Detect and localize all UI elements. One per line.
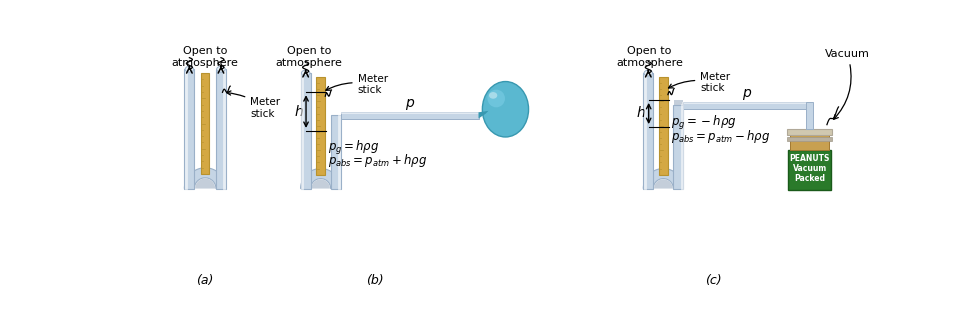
Text: p: p	[742, 86, 751, 100]
Bar	[805, 102, 813, 129]
Text: Open to
atmosphere: Open to atmosphere	[172, 46, 239, 68]
Ellipse shape	[216, 66, 225, 72]
Text: Vacuum: Vacuum	[825, 49, 870, 119]
Bar	[201, 73, 210, 174]
Text: (c): (c)	[705, 274, 722, 287]
Text: $p_g = -h\rho g$: $p_g = -h\rho g$	[671, 114, 737, 132]
Bar	[659, 77, 668, 175]
Text: h: h	[637, 107, 645, 121]
Ellipse shape	[644, 70, 652, 76]
Polygon shape	[184, 69, 194, 188]
Ellipse shape	[488, 90, 505, 107]
Bar	[787, 129, 833, 135]
Bar	[787, 137, 833, 141]
Polygon shape	[332, 131, 340, 188]
Polygon shape	[184, 168, 226, 188]
Polygon shape	[674, 100, 682, 188]
Polygon shape	[185, 150, 194, 188]
Polygon shape	[215, 69, 226, 188]
Bar	[789, 150, 831, 190]
Bar	[340, 112, 479, 119]
Text: h: h	[294, 105, 303, 119]
Polygon shape	[644, 168, 683, 188]
Text: Meter
stick: Meter stick	[226, 91, 281, 119]
Text: p: p	[406, 96, 414, 110]
Polygon shape	[644, 127, 652, 188]
Polygon shape	[674, 106, 683, 188]
Text: (b): (b)	[366, 274, 383, 287]
Text: (a): (a)	[197, 274, 214, 287]
Polygon shape	[479, 111, 488, 119]
Polygon shape	[300, 73, 311, 188]
Polygon shape	[311, 179, 330, 188]
Polygon shape	[301, 92, 310, 188]
Bar	[683, 102, 809, 109]
Text: PEANUTS
Vacuum
Packed: PEANUTS Vacuum Packed	[790, 154, 830, 183]
Bar	[317, 77, 325, 175]
Polygon shape	[654, 179, 673, 188]
Ellipse shape	[489, 92, 497, 99]
Text: $p_g = h\rho g$: $p_g = h\rho g$	[329, 139, 379, 157]
Polygon shape	[331, 116, 340, 188]
Text: $p_{abs} = p_{atm} + h\rho g$: $p_{abs} = p_{atm} + h\rho g$	[329, 153, 428, 169]
Ellipse shape	[483, 82, 528, 137]
Polygon shape	[644, 73, 653, 188]
Text: $p_{abs} = p_{atm} - h\rho g$: $p_{abs} = p_{atm} - h\rho g$	[671, 128, 770, 145]
Bar	[790, 133, 830, 150]
Ellipse shape	[185, 66, 194, 72]
Polygon shape	[216, 150, 225, 188]
Polygon shape	[300, 168, 340, 188]
Text: Open to
atmosphere: Open to atmosphere	[276, 46, 342, 68]
Text: Meter
stick: Meter stick	[326, 74, 388, 96]
Ellipse shape	[301, 70, 310, 76]
Text: Open to
atmosphere: Open to atmosphere	[616, 46, 682, 68]
Text: Meter
stick: Meter stick	[669, 72, 730, 93]
Polygon shape	[195, 178, 215, 188]
